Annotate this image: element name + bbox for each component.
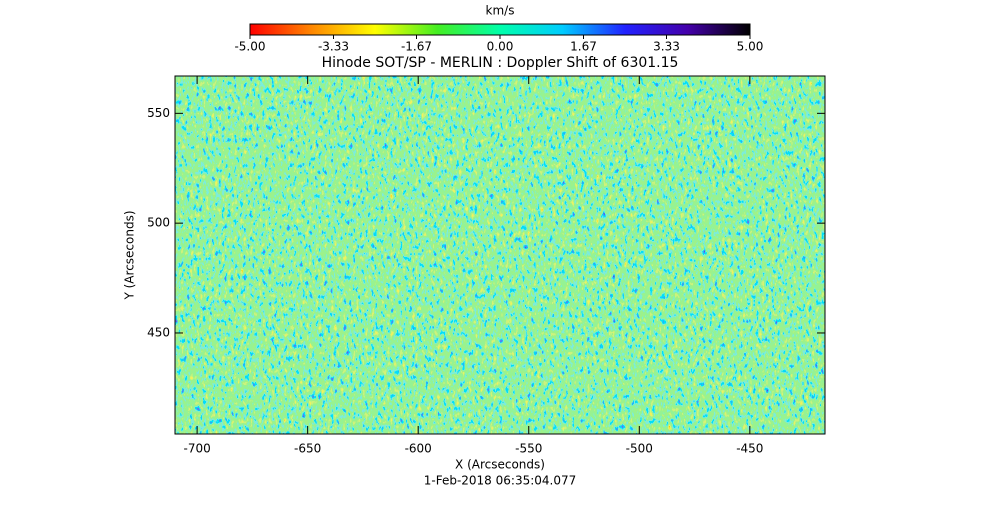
colorbar-tick-label: 1.67 [570,40,597,54]
x-tick-label: -450 [736,442,763,456]
y-tick-label: 500 [147,216,170,230]
colorbar-tick-label: -5.00 [234,40,265,54]
x-tick-label: -550 [515,442,542,456]
colorbar [249,23,751,36]
colorbar-tick-label: 3.33 [653,40,680,54]
colorbar-tick-label: 5.00 [737,40,764,54]
x-axis-label: X (Arcseconds) [455,458,545,472]
y-tick-label: 550 [147,106,170,120]
chart-title: Hinode SOT/SP - MERLIN : Doppler Shift o… [322,55,679,71]
doppler-map [175,76,825,434]
x-tick-label: -650 [294,442,321,456]
colorbar-tick-label: 0.00 [487,40,514,54]
colorbar-tick-label: -3.33 [318,40,349,54]
timestamp: 1-Feb-2018 06:35:04.077 [424,474,577,488]
x-tick-label: -600 [405,442,432,456]
plot-frame [174,75,826,435]
y-tick-label: 450 [147,325,170,339]
y-axis-label: Y (Arcseconds) [123,210,137,300]
x-tick-label: -700 [183,442,210,456]
x-tick-label: -500 [626,442,653,456]
colorbar-tick-label: -1.67 [401,40,432,54]
colorbar-label: km/s [486,4,515,18]
